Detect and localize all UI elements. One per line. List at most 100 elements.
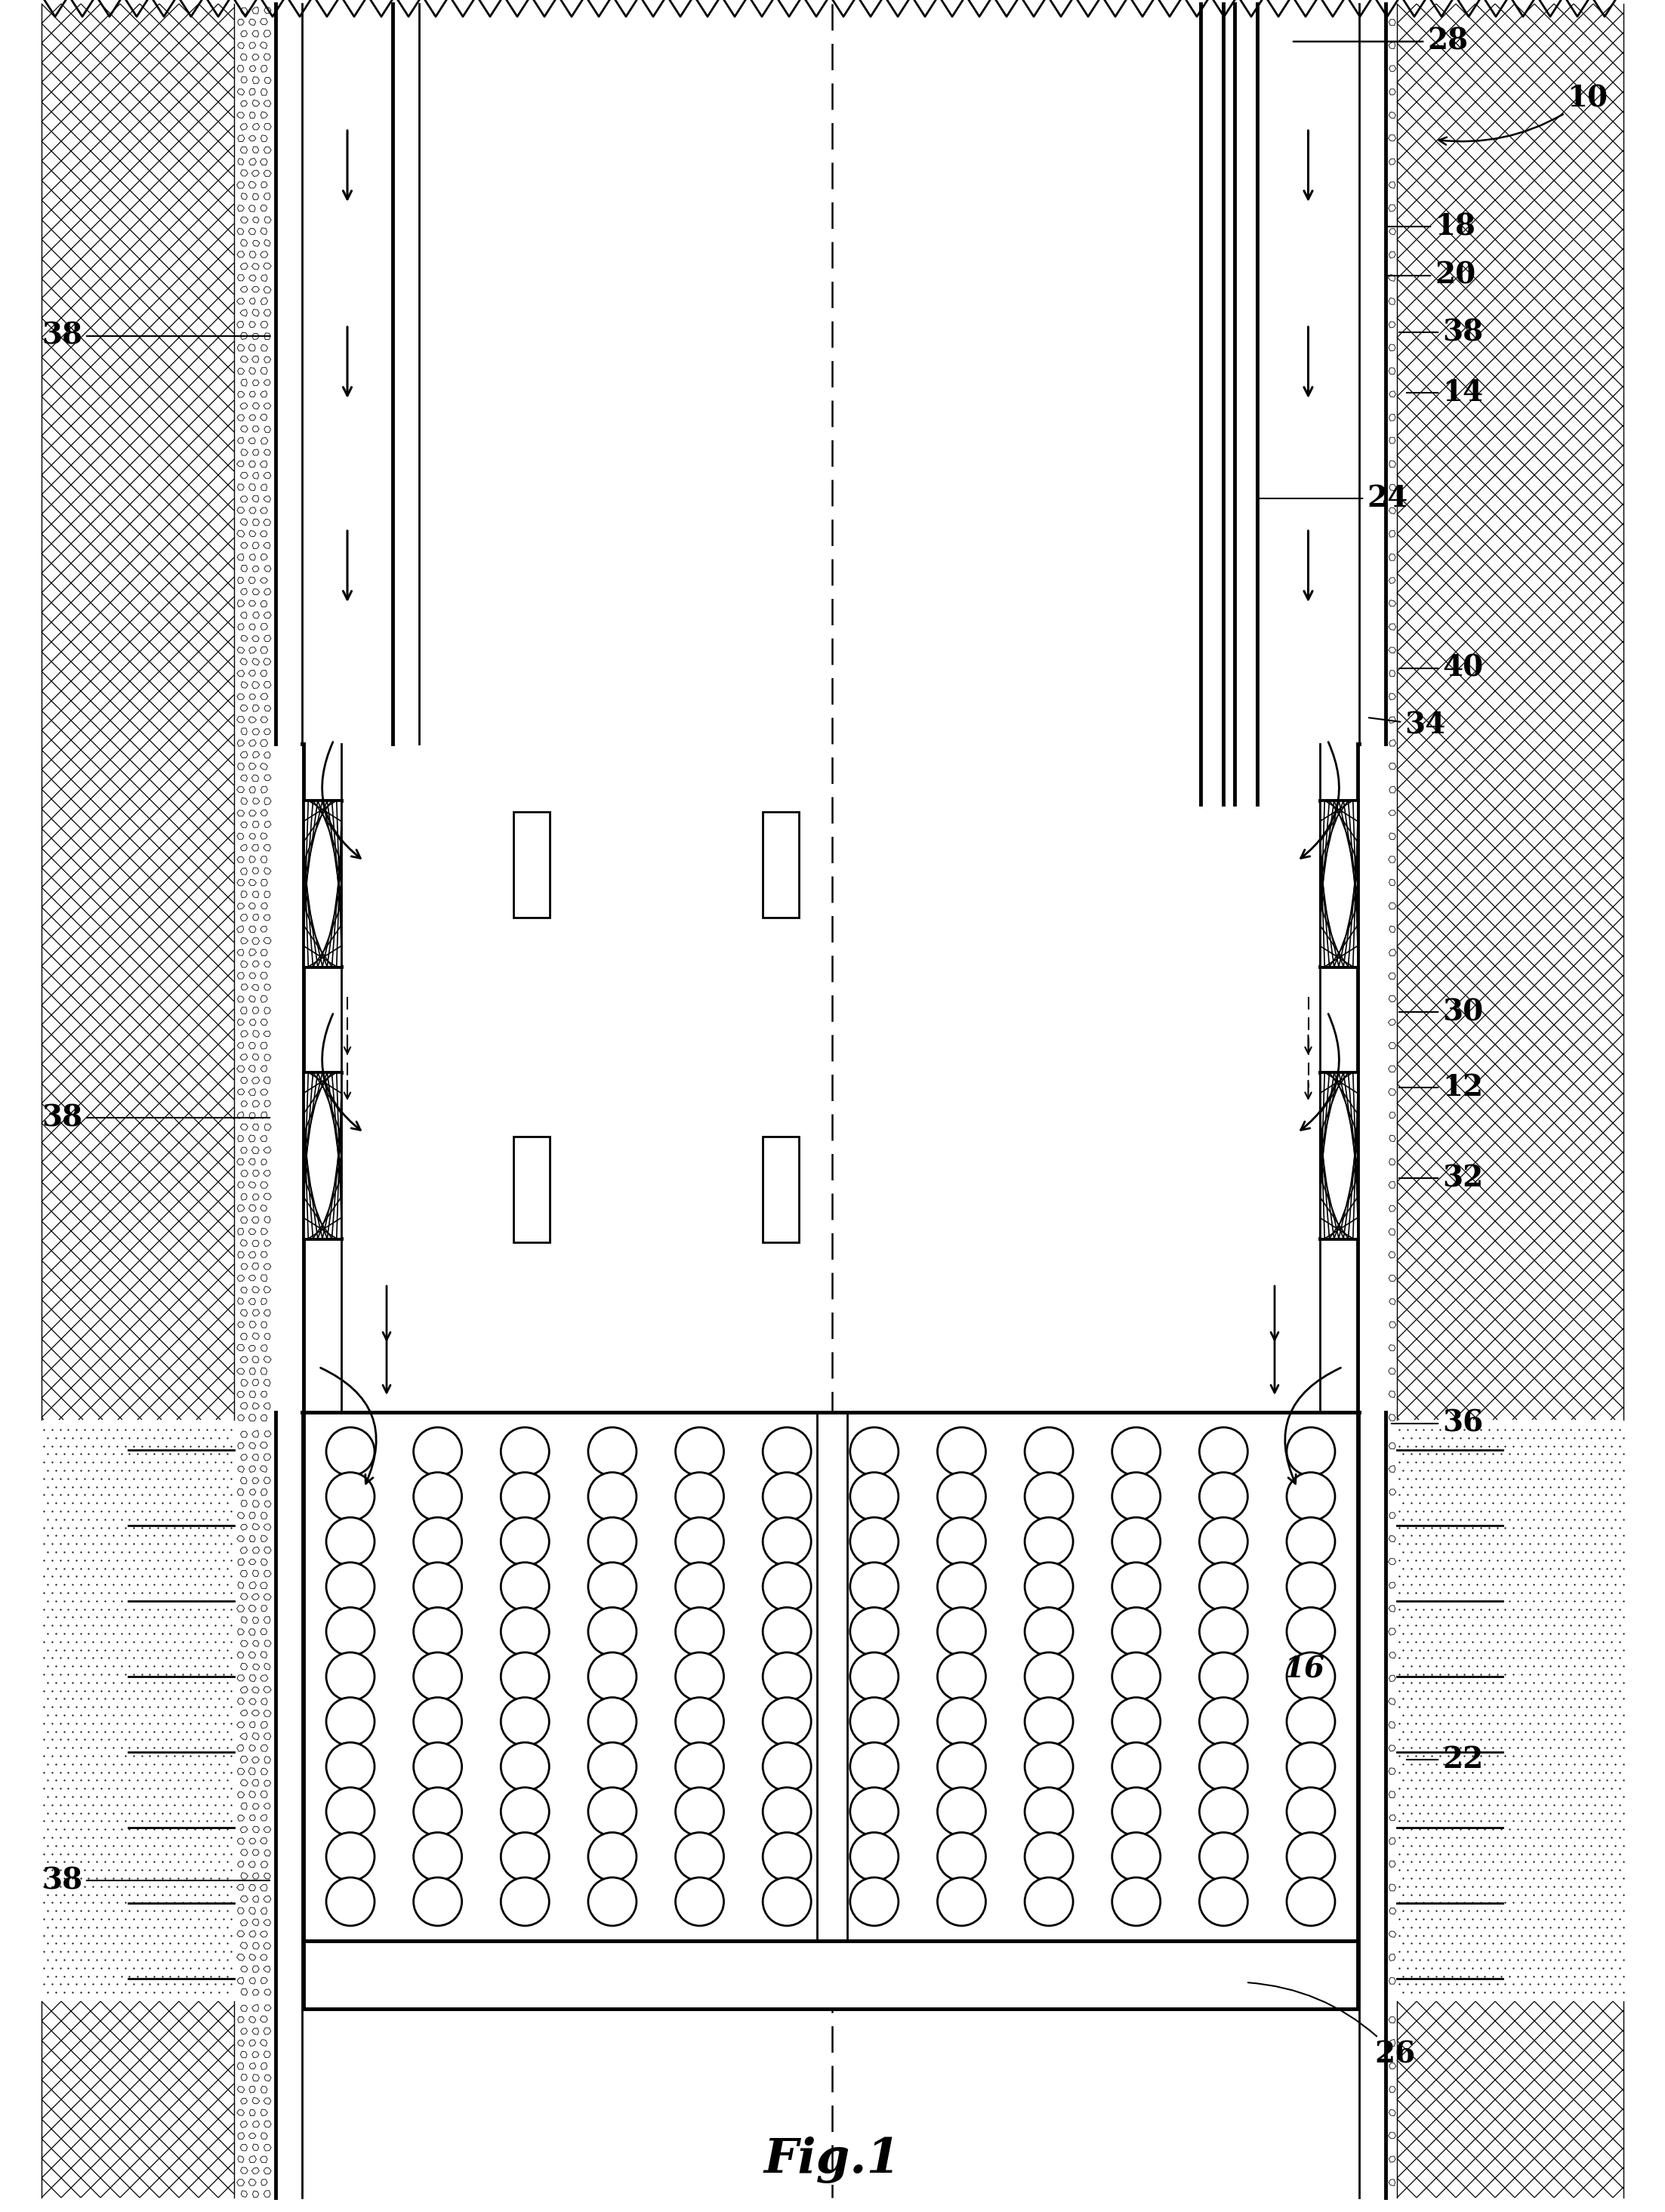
Bar	[303, 1073, 341, 1239]
Circle shape	[588, 1743, 636, 1792]
Circle shape	[326, 1562, 375, 1610]
Circle shape	[1024, 1652, 1072, 1701]
Circle shape	[937, 1473, 986, 1520]
Circle shape	[1287, 1608, 1335, 1657]
Circle shape	[501, 1427, 549, 1475]
Text: 14: 14	[1407, 378, 1484, 407]
Circle shape	[1024, 1832, 1072, 1880]
Circle shape	[1199, 1562, 1247, 1610]
Circle shape	[1287, 1652, 1335, 1701]
Circle shape	[501, 1878, 549, 1927]
Circle shape	[676, 1743, 724, 1792]
Circle shape	[676, 1517, 724, 1566]
Circle shape	[326, 1787, 375, 1836]
Circle shape	[763, 1697, 811, 1745]
Circle shape	[1024, 1517, 1072, 1566]
Circle shape	[501, 1743, 549, 1792]
Text: 26: 26	[1249, 1982, 1415, 2068]
Circle shape	[413, 1832, 461, 1880]
Circle shape	[413, 1743, 461, 1792]
Circle shape	[676, 1473, 724, 1520]
Circle shape	[676, 1427, 724, 1475]
Circle shape	[851, 1562, 899, 1610]
Circle shape	[763, 1743, 811, 1792]
Circle shape	[1112, 1832, 1161, 1880]
Circle shape	[501, 1473, 549, 1520]
Circle shape	[588, 1473, 636, 1520]
Text: 36: 36	[1392, 1409, 1484, 1438]
Circle shape	[326, 1473, 375, 1520]
Circle shape	[1112, 1878, 1161, 1927]
Circle shape	[937, 1562, 986, 1610]
Circle shape	[588, 1652, 636, 1701]
Circle shape	[937, 1652, 986, 1701]
Circle shape	[326, 1608, 375, 1657]
Circle shape	[851, 1517, 899, 1566]
Circle shape	[588, 1697, 636, 1745]
Bar	[763, 1137, 799, 1243]
Bar	[1320, 801, 1357, 967]
Bar	[763, 812, 799, 918]
Circle shape	[1199, 1517, 1247, 1566]
Circle shape	[1112, 1608, 1161, 1657]
Circle shape	[1024, 1787, 1072, 1836]
Circle shape	[1112, 1473, 1161, 1520]
Circle shape	[1024, 1473, 1072, 1520]
Circle shape	[501, 1697, 549, 1745]
Circle shape	[588, 1517, 636, 1566]
Circle shape	[1024, 1878, 1072, 1927]
Circle shape	[413, 1473, 461, 1520]
Text: 38: 38	[42, 1867, 270, 1896]
Text: 18: 18	[1387, 212, 1475, 241]
Circle shape	[1199, 1787, 1247, 1836]
Circle shape	[851, 1427, 899, 1475]
Bar	[513, 812, 549, 918]
Circle shape	[326, 1878, 375, 1927]
Circle shape	[851, 1473, 899, 1520]
Circle shape	[851, 1697, 899, 1745]
Circle shape	[1199, 1473, 1247, 1520]
Text: 20: 20	[1387, 261, 1475, 290]
Circle shape	[413, 1608, 461, 1657]
Circle shape	[1024, 1743, 1072, 1792]
Circle shape	[763, 1473, 811, 1520]
Text: 34: 34	[1369, 710, 1445, 739]
Text: 28: 28	[1294, 27, 1469, 55]
Circle shape	[326, 1832, 375, 1880]
Bar	[303, 801, 341, 967]
Bar	[303, 1411, 1357, 1940]
Circle shape	[1112, 1427, 1161, 1475]
Circle shape	[851, 1652, 899, 1701]
Circle shape	[413, 1562, 461, 1610]
Circle shape	[1287, 1787, 1335, 1836]
Circle shape	[1112, 1697, 1161, 1745]
Circle shape	[1112, 1517, 1161, 1566]
Circle shape	[937, 1878, 986, 1927]
Circle shape	[413, 1517, 461, 1566]
Bar	[1320, 1073, 1357, 1239]
Circle shape	[1287, 1743, 1335, 1792]
Circle shape	[937, 1427, 986, 1475]
Circle shape	[326, 1517, 375, 1566]
Circle shape	[501, 1608, 549, 1657]
Circle shape	[1199, 1697, 1247, 1745]
Circle shape	[676, 1697, 724, 1745]
Circle shape	[501, 1562, 549, 1610]
Circle shape	[763, 1427, 811, 1475]
Text: 24: 24	[1259, 484, 1407, 513]
Circle shape	[1199, 1608, 1247, 1657]
Bar	[513, 1137, 549, 1243]
Circle shape	[937, 1787, 986, 1836]
Text: 16: 16	[1284, 1655, 1324, 1683]
Circle shape	[1287, 1427, 1335, 1475]
Text: Fig.1: Fig.1	[764, 2137, 901, 2183]
Circle shape	[851, 1608, 899, 1657]
Circle shape	[676, 1652, 724, 1701]
Circle shape	[676, 1608, 724, 1657]
Circle shape	[1199, 1832, 1247, 1880]
Text: 40: 40	[1399, 655, 1484, 684]
Circle shape	[413, 1427, 461, 1475]
Circle shape	[413, 1787, 461, 1836]
Circle shape	[851, 1787, 899, 1836]
Circle shape	[676, 1878, 724, 1927]
